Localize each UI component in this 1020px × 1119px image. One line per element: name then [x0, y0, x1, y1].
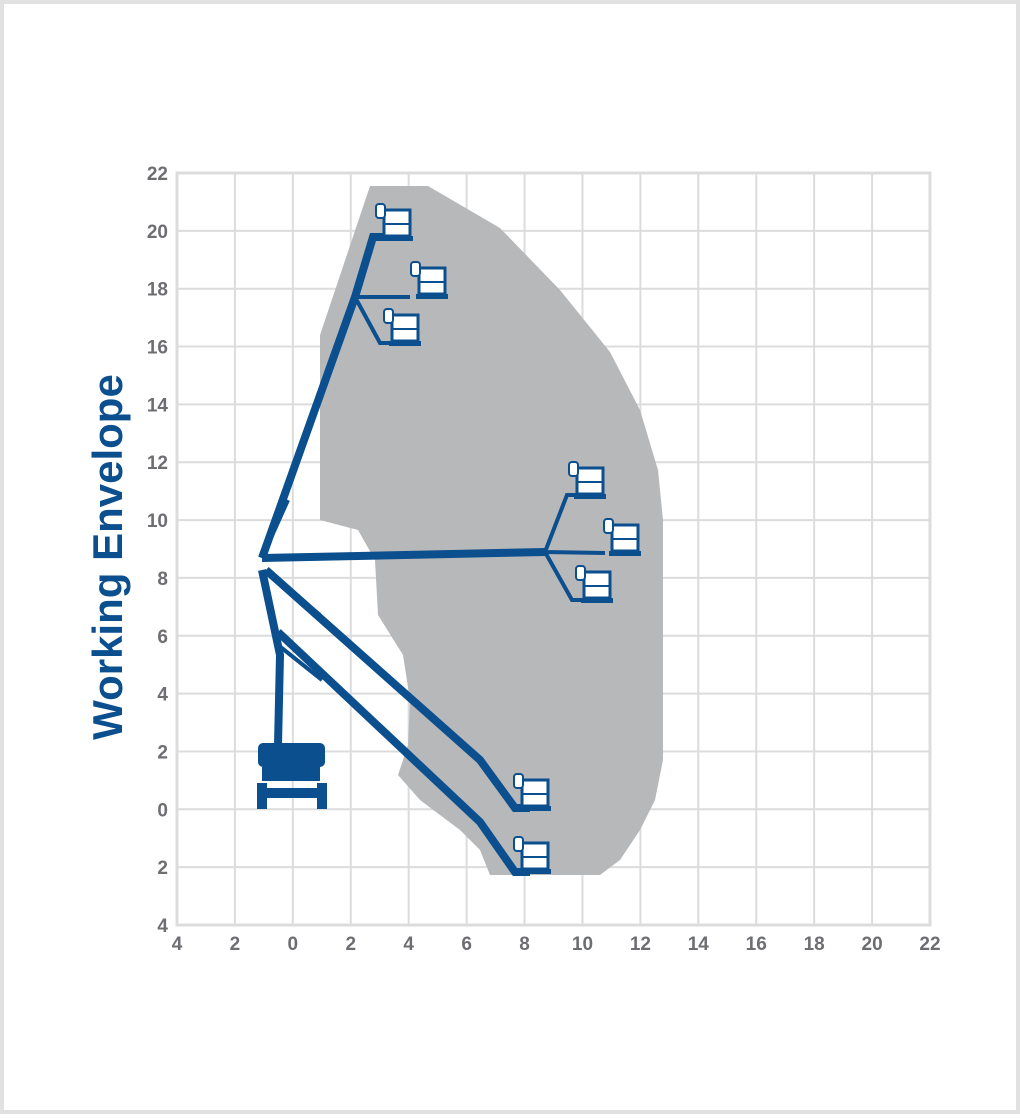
basket — [375, 203, 413, 241]
basket — [513, 773, 551, 811]
basket-box — [575, 565, 586, 581]
basket-floor — [609, 551, 641, 556]
basket-box — [410, 261, 421, 277]
x-tick-label: 4 — [172, 934, 183, 955]
basket-floor — [416, 294, 448, 299]
y-tick-label: 2 — [157, 742, 168, 763]
basket-floor — [519, 806, 551, 811]
basket — [513, 836, 551, 874]
basket-floor — [581, 598, 613, 603]
basket-box — [603, 518, 614, 534]
x-tick-label: 4 — [403, 934, 414, 955]
basket-box — [568, 461, 579, 477]
y-tick-label: 0 — [157, 800, 168, 821]
x-tick-label: 10 — [572, 934, 593, 955]
x-tick-label: 12 — [630, 934, 651, 955]
basket-floor — [519, 869, 551, 874]
basket — [603, 518, 641, 556]
y-tick-label: 14 — [147, 395, 169, 416]
y-tick-label: 16 — [147, 338, 168, 359]
basket-floor — [381, 236, 413, 241]
x-tick-label: 0 — [288, 934, 299, 955]
x-tick-label: 2 — [345, 934, 356, 955]
basket-box — [513, 836, 524, 852]
x-tick-label: 16 — [746, 934, 767, 955]
basket — [568, 461, 606, 499]
x-tick-label: 14 — [688, 934, 710, 955]
x-tick-label: 18 — [804, 934, 825, 955]
x-tick-label: 20 — [862, 934, 883, 955]
y-tick-label: 4 — [157, 916, 168, 937]
basket-box — [383, 308, 394, 324]
basket — [410, 261, 448, 299]
y-tick-label: 2 — [157, 858, 168, 879]
y-tick-label: 8 — [157, 569, 168, 590]
y-tick-label: 4 — [157, 685, 168, 706]
baskets — [375, 203, 641, 874]
x-tick-label: 2 — [230, 934, 241, 955]
y-tick-label: 6 — [157, 627, 168, 648]
plot-border — [175, 171, 932, 927]
basket-box — [513, 773, 524, 789]
basket-box — [375, 203, 386, 219]
y-tick-label: 12 — [147, 453, 168, 474]
y-tick-label: 10 — [147, 511, 168, 532]
basket-floor — [389, 341, 421, 346]
y-tick-label: 22 — [147, 164, 168, 185]
basket — [383, 308, 421, 346]
x-tick-label: 6 — [461, 934, 472, 955]
x-axis: 4 2 0 2 4 6 8 10 12 14 16 18 20 22 — [172, 934, 941, 955]
x-tick-label: 22 — [919, 934, 940, 955]
basket-floor — [574, 494, 606, 499]
y-tick-label: 20 — [147, 222, 168, 243]
y-tick-label: 18 — [147, 280, 168, 301]
envelope — [320, 186, 663, 875]
x-tick-label: 8 — [519, 934, 530, 955]
title: Working Envelope — [84, 374, 131, 740]
basket — [575, 565, 613, 603]
